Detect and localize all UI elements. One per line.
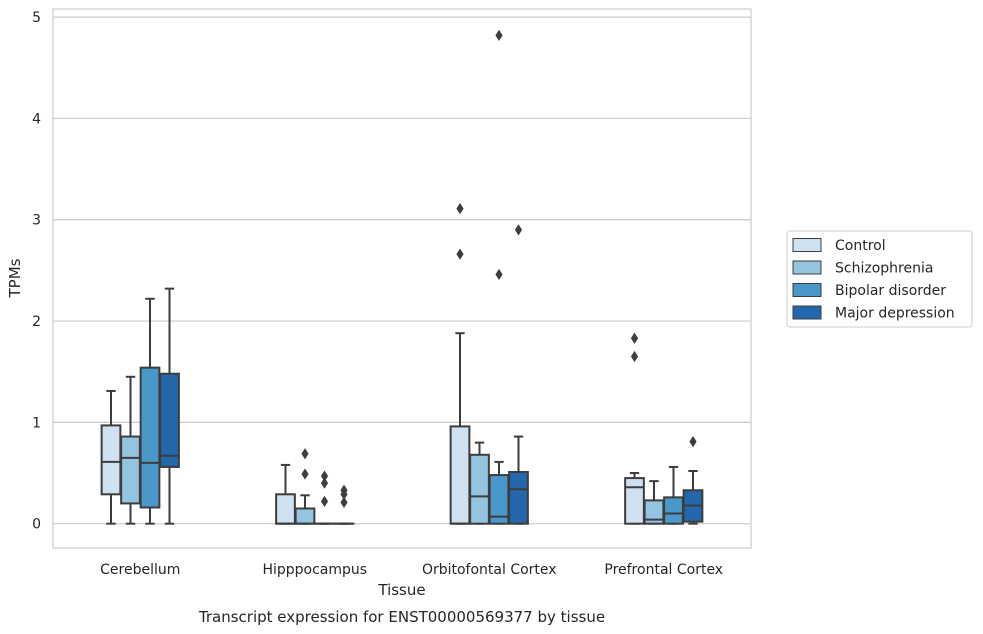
outlier-point bbox=[456, 248, 464, 260]
x-tick-label: Prefrontal Cortex bbox=[604, 562, 723, 578]
outlier-point bbox=[320, 477, 329, 489]
box-3-3 bbox=[682, 436, 704, 525]
box-body bbox=[663, 496, 684, 525]
outlier-point bbox=[495, 268, 503, 281]
box-3-1 bbox=[643, 480, 665, 525]
y-tick-label: 5 bbox=[32, 10, 41, 26]
box-body bbox=[508, 471, 529, 525]
box-body bbox=[469, 453, 490, 525]
legend-swatch bbox=[792, 238, 822, 252]
y-axis: 0 1 2 3 4 5 bbox=[32, 10, 41, 533]
outlier-point bbox=[630, 332, 639, 344]
legend-label: Control bbox=[835, 238, 886, 254]
box-1-3 bbox=[333, 484, 355, 525]
box-2-1 bbox=[469, 441, 490, 525]
box-3-2 bbox=[663, 465, 684, 525]
legend-frame bbox=[786, 230, 973, 328]
legend: Control Schizophrenia Bipolar disorder Majo… bbox=[786, 230, 973, 328]
legend-label: Schizophrenia bbox=[835, 261, 933, 277]
box-0-0 bbox=[100, 389, 122, 525]
box-2-3 bbox=[508, 224, 529, 525]
box-1-2 bbox=[314, 470, 335, 525]
box-body bbox=[120, 435, 141, 505]
legend-label: Major depression bbox=[835, 306, 955, 322]
x-tick-label: Cerebellum bbox=[100, 562, 180, 578]
y-tick-label: 3 bbox=[32, 213, 41, 229]
legend-label: Bipolar disorder bbox=[835, 283, 946, 299]
box-body bbox=[139, 366, 161, 509]
outlier-point bbox=[689, 436, 697, 448]
box-body bbox=[624, 477, 645, 525]
outlier-point bbox=[320, 495, 329, 507]
box-1-1 bbox=[294, 448, 316, 525]
box-2-2 bbox=[488, 29, 510, 525]
outlier-point bbox=[301, 448, 309, 460]
x-axis-label: Tissue bbox=[377, 581, 425, 599]
legend-swatch bbox=[792, 283, 822, 297]
box-body bbox=[294, 507, 316, 525]
outlier-point bbox=[495, 29, 503, 41]
box-2-0 bbox=[449, 202, 471, 525]
box-3-0 bbox=[624, 332, 645, 525]
x-tick-label: Orbitofontal Cortex bbox=[422, 562, 557, 578]
x-tick-label: Hipppocampus bbox=[262, 562, 367, 578]
legend-swatch bbox=[792, 305, 822, 320]
figure-caption: Transcript expression for ENST0000056937… bbox=[198, 608, 605, 626]
outlier-point bbox=[320, 470, 329, 482]
y-axis-label: TPMs bbox=[6, 258, 24, 298]
plot-frame bbox=[52, 8, 752, 549]
x-axis: Cerebellum Hipppocampus Orbitofontal Corte… bbox=[100, 562, 723, 578]
outlier-point bbox=[301, 468, 309, 480]
box-body bbox=[159, 372, 180, 468]
legend-swatch bbox=[792, 260, 822, 275]
y-tick-label: 0 bbox=[32, 517, 41, 533]
box-body bbox=[100, 424, 122, 496]
y-tick-label: 2 bbox=[32, 314, 41, 330]
outlier-point bbox=[340, 496, 348, 509]
boxes bbox=[100, 29, 704, 525]
box-0-2 bbox=[139, 297, 161, 525]
outlier-point bbox=[514, 224, 523, 236]
outlier-point bbox=[456, 202, 464, 215]
outlier-point bbox=[340, 484, 348, 496]
box-0-1 bbox=[120, 375, 141, 525]
box-body bbox=[275, 493, 296, 525]
outlier-point bbox=[630, 350, 639, 363]
box-body bbox=[449, 425, 471, 525]
y-tick-label: 1 bbox=[32, 415, 41, 431]
box-0-3 bbox=[159, 287, 180, 525]
box-1-0 bbox=[275, 463, 296, 525]
y-tick-label: 4 bbox=[32, 111, 41, 127]
